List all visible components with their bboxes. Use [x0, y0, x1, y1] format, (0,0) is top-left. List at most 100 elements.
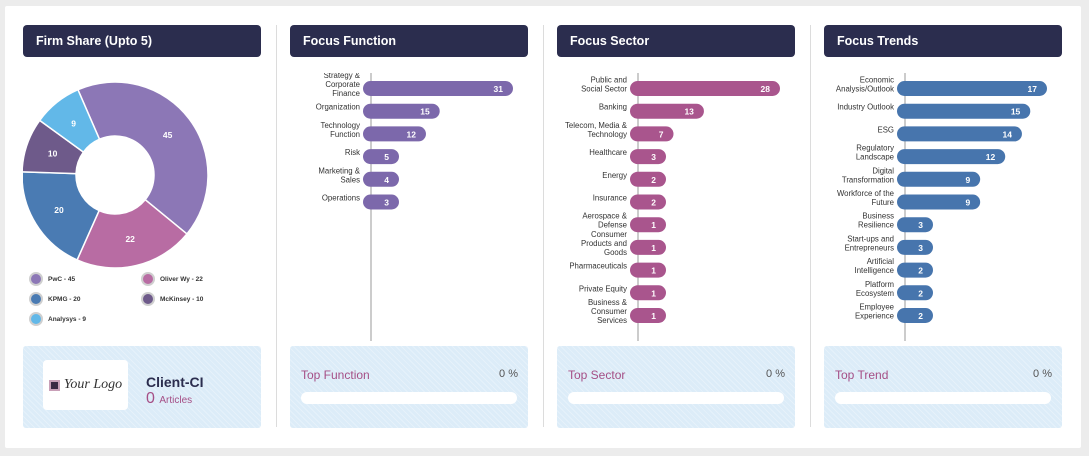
- pie-slice-oliver-wy[interactable]: [76, 198, 188, 269]
- client-card: Your Logo Client-CI 0 Articles: [23, 346, 261, 428]
- bar-insurance[interactable]: [630, 194, 666, 210]
- bar-value-label: 3: [384, 198, 389, 208]
- bar-value-label: 9: [965, 175, 970, 185]
- category-label: Artificial Intelligence: [855, 257, 895, 275]
- pie-slice-label: 9: [71, 119, 76, 129]
- category-label: Public and Social Sector: [581, 76, 627, 94]
- bar-value-label: 2: [918, 311, 923, 321]
- firm-share-header: Firm Share (Upto 5): [23, 25, 261, 57]
- bar-start-ups-and-entrepreneurs[interactable]: [897, 239, 933, 255]
- top-sector-label: Top Sector: [568, 368, 626, 382]
- focus-sector-header: Focus Sector: [557, 25, 795, 57]
- category-label: Pharmaceuticals: [569, 262, 627, 271]
- bar-business-consumer-services[interactable]: [630, 308, 666, 323]
- bar-value-label: 17: [1028, 84, 1038, 94]
- bar-public-and-social-sector[interactable]: [630, 81, 780, 96]
- category-label: Aerospace & Defense: [582, 212, 627, 230]
- bar-banking[interactable]: [630, 103, 704, 119]
- bar-operations[interactable]: [363, 194, 399, 210]
- top-sector-pct: 0 %: [766, 368, 785, 380]
- bar-private-equity[interactable]: [630, 285, 666, 301]
- top-trend-label: Top Trend: [835, 368, 889, 382]
- category-label: Business & Consumer Services: [588, 298, 628, 325]
- bar-value-label: 14: [1002, 129, 1012, 139]
- bar-consumer-products-and-goods[interactable]: [630, 239, 666, 255]
- legend-item-pwc[interactable]: PwC - 45: [29, 272, 75, 286]
- legend-swatch: [29, 292, 43, 306]
- category-label: Banking: [599, 103, 627, 112]
- focus-function-header: Focus Function: [290, 25, 528, 57]
- bar-marketing-sales[interactable]: [363, 171, 399, 187]
- bar-economic-analysis-outlook[interactable]: [897, 81, 1047, 96]
- divider: [810, 25, 811, 427]
- bar-value-label: 13: [684, 107, 694, 117]
- category-label: Strategy & Corporate Finance: [324, 73, 361, 98]
- category-label: Digital Transformation: [842, 166, 894, 184]
- bar-strategy-corporate-finance[interactable]: [363, 81, 513, 96]
- bar-value-label: 1: [651, 266, 656, 276]
- bar-platform-ecosystem[interactable]: [897, 285, 933, 301]
- legend-item-analysys[interactable]: Analysys - 9: [29, 312, 86, 326]
- category-label: Healthcare: [589, 148, 627, 157]
- legend-swatch: [141, 292, 155, 306]
- bar-energy[interactable]: [630, 171, 666, 187]
- legend-item-mckinsey[interactable]: McKinsey - 10: [141, 292, 203, 306]
- bar-pharmaceuticals[interactable]: [630, 262, 666, 278]
- bar-aerospace-defense[interactable]: [630, 217, 666, 233]
- legend-item-kpmg[interactable]: KPMG - 20: [29, 292, 81, 306]
- pie-slice-analysys[interactable]: [38, 88, 101, 154]
- legend-swatch: [141, 272, 155, 286]
- articles-label: Articles: [159, 395, 193, 406]
- legend-swatch: [29, 272, 43, 286]
- logo-mark-icon: [48, 379, 60, 391]
- bar-value-label: 2: [918, 288, 923, 298]
- bar-industry-outlook[interactable]: [897, 103, 1031, 119]
- focus-trends-header: Focus Trends: [824, 25, 1062, 57]
- category-label: Employee Experience: [855, 303, 894, 321]
- pie-slice-pwc[interactable]: [76, 81, 209, 236]
- legend-item-oliver-wy[interactable]: Oliver Wy - 22: [141, 272, 203, 286]
- category-label: Risk: [345, 148, 360, 157]
- pie-slice-kpmg[interactable]: [23, 171, 101, 261]
- articles-count: 0 Articles: [146, 390, 192, 408]
- divider: [543, 25, 544, 427]
- category-label: Telecom, Media & Technology: [565, 121, 628, 139]
- bar-value-label: 2: [918, 266, 923, 276]
- bar-esg[interactable]: [897, 126, 1022, 142]
- category-label: Start-ups and Entrepreneurs: [845, 234, 895, 252]
- bar-digital-transformation[interactable]: [897, 171, 981, 187]
- focus-function-chart: 31 Strategy & Corporate Finance 15 Organizati…: [316, 73, 513, 341]
- bar-risk[interactable]: [363, 149, 399, 165]
- bar-regulatory-landscape[interactable]: [897, 149, 1006, 165]
- bar-healthcare[interactable]: [630, 149, 666, 165]
- logo-text: Your Logo: [63, 377, 123, 392]
- bar-telecom-media-technology[interactable]: [630, 126, 674, 142]
- bar-technology-function[interactable]: [363, 126, 426, 142]
- articles-number: 0: [146, 390, 155, 407]
- focus-trends-chart: 17 Economic Analysis/Outlook 15 Industry Out…: [836, 73, 1047, 341]
- divider: [276, 25, 277, 427]
- focus-trends-panel: Focus Trends 17 Economic Analysis/Outlook 1…: [824, 25, 1062, 437]
- bar-value-label: 4: [384, 175, 389, 185]
- category-label: Consumer Products and Goods: [581, 230, 627, 257]
- top-sector-bar: [568, 392, 784, 404]
- category-label: Workforce of the Future: [837, 189, 894, 207]
- bar-value-label: 1: [651, 220, 656, 230]
- bar-organization[interactable]: [363, 103, 440, 119]
- dashboard-card: Firm Share (Upto 5) 45 22 20 10 9 Your Logo …: [5, 6, 1081, 448]
- bar-value-label: 1: [651, 311, 656, 321]
- category-label: Organization: [316, 103, 360, 112]
- bar-value-label: 3: [651, 152, 656, 162]
- top-function-pct: 0 %: [499, 368, 518, 380]
- bar-value-label: 15: [420, 107, 430, 117]
- bar-artificial-intelligence[interactable]: [897, 262, 933, 278]
- category-label: ESG: [878, 125, 894, 134]
- bar-workforce-of-the-future[interactable]: [897, 194, 981, 210]
- firm-share-legend: PwC - 45 Oliver Wy - 22 KPMG - 20 McKinsey …: [29, 272, 249, 332]
- bar-value-label: 2: [651, 198, 656, 208]
- bar-business-resilience[interactable]: [897, 217, 933, 233]
- category-label: Business Resilience: [858, 212, 894, 230]
- bar-value-label: 5: [384, 152, 389, 162]
- bar-employee-experience[interactable]: [897, 308, 933, 323]
